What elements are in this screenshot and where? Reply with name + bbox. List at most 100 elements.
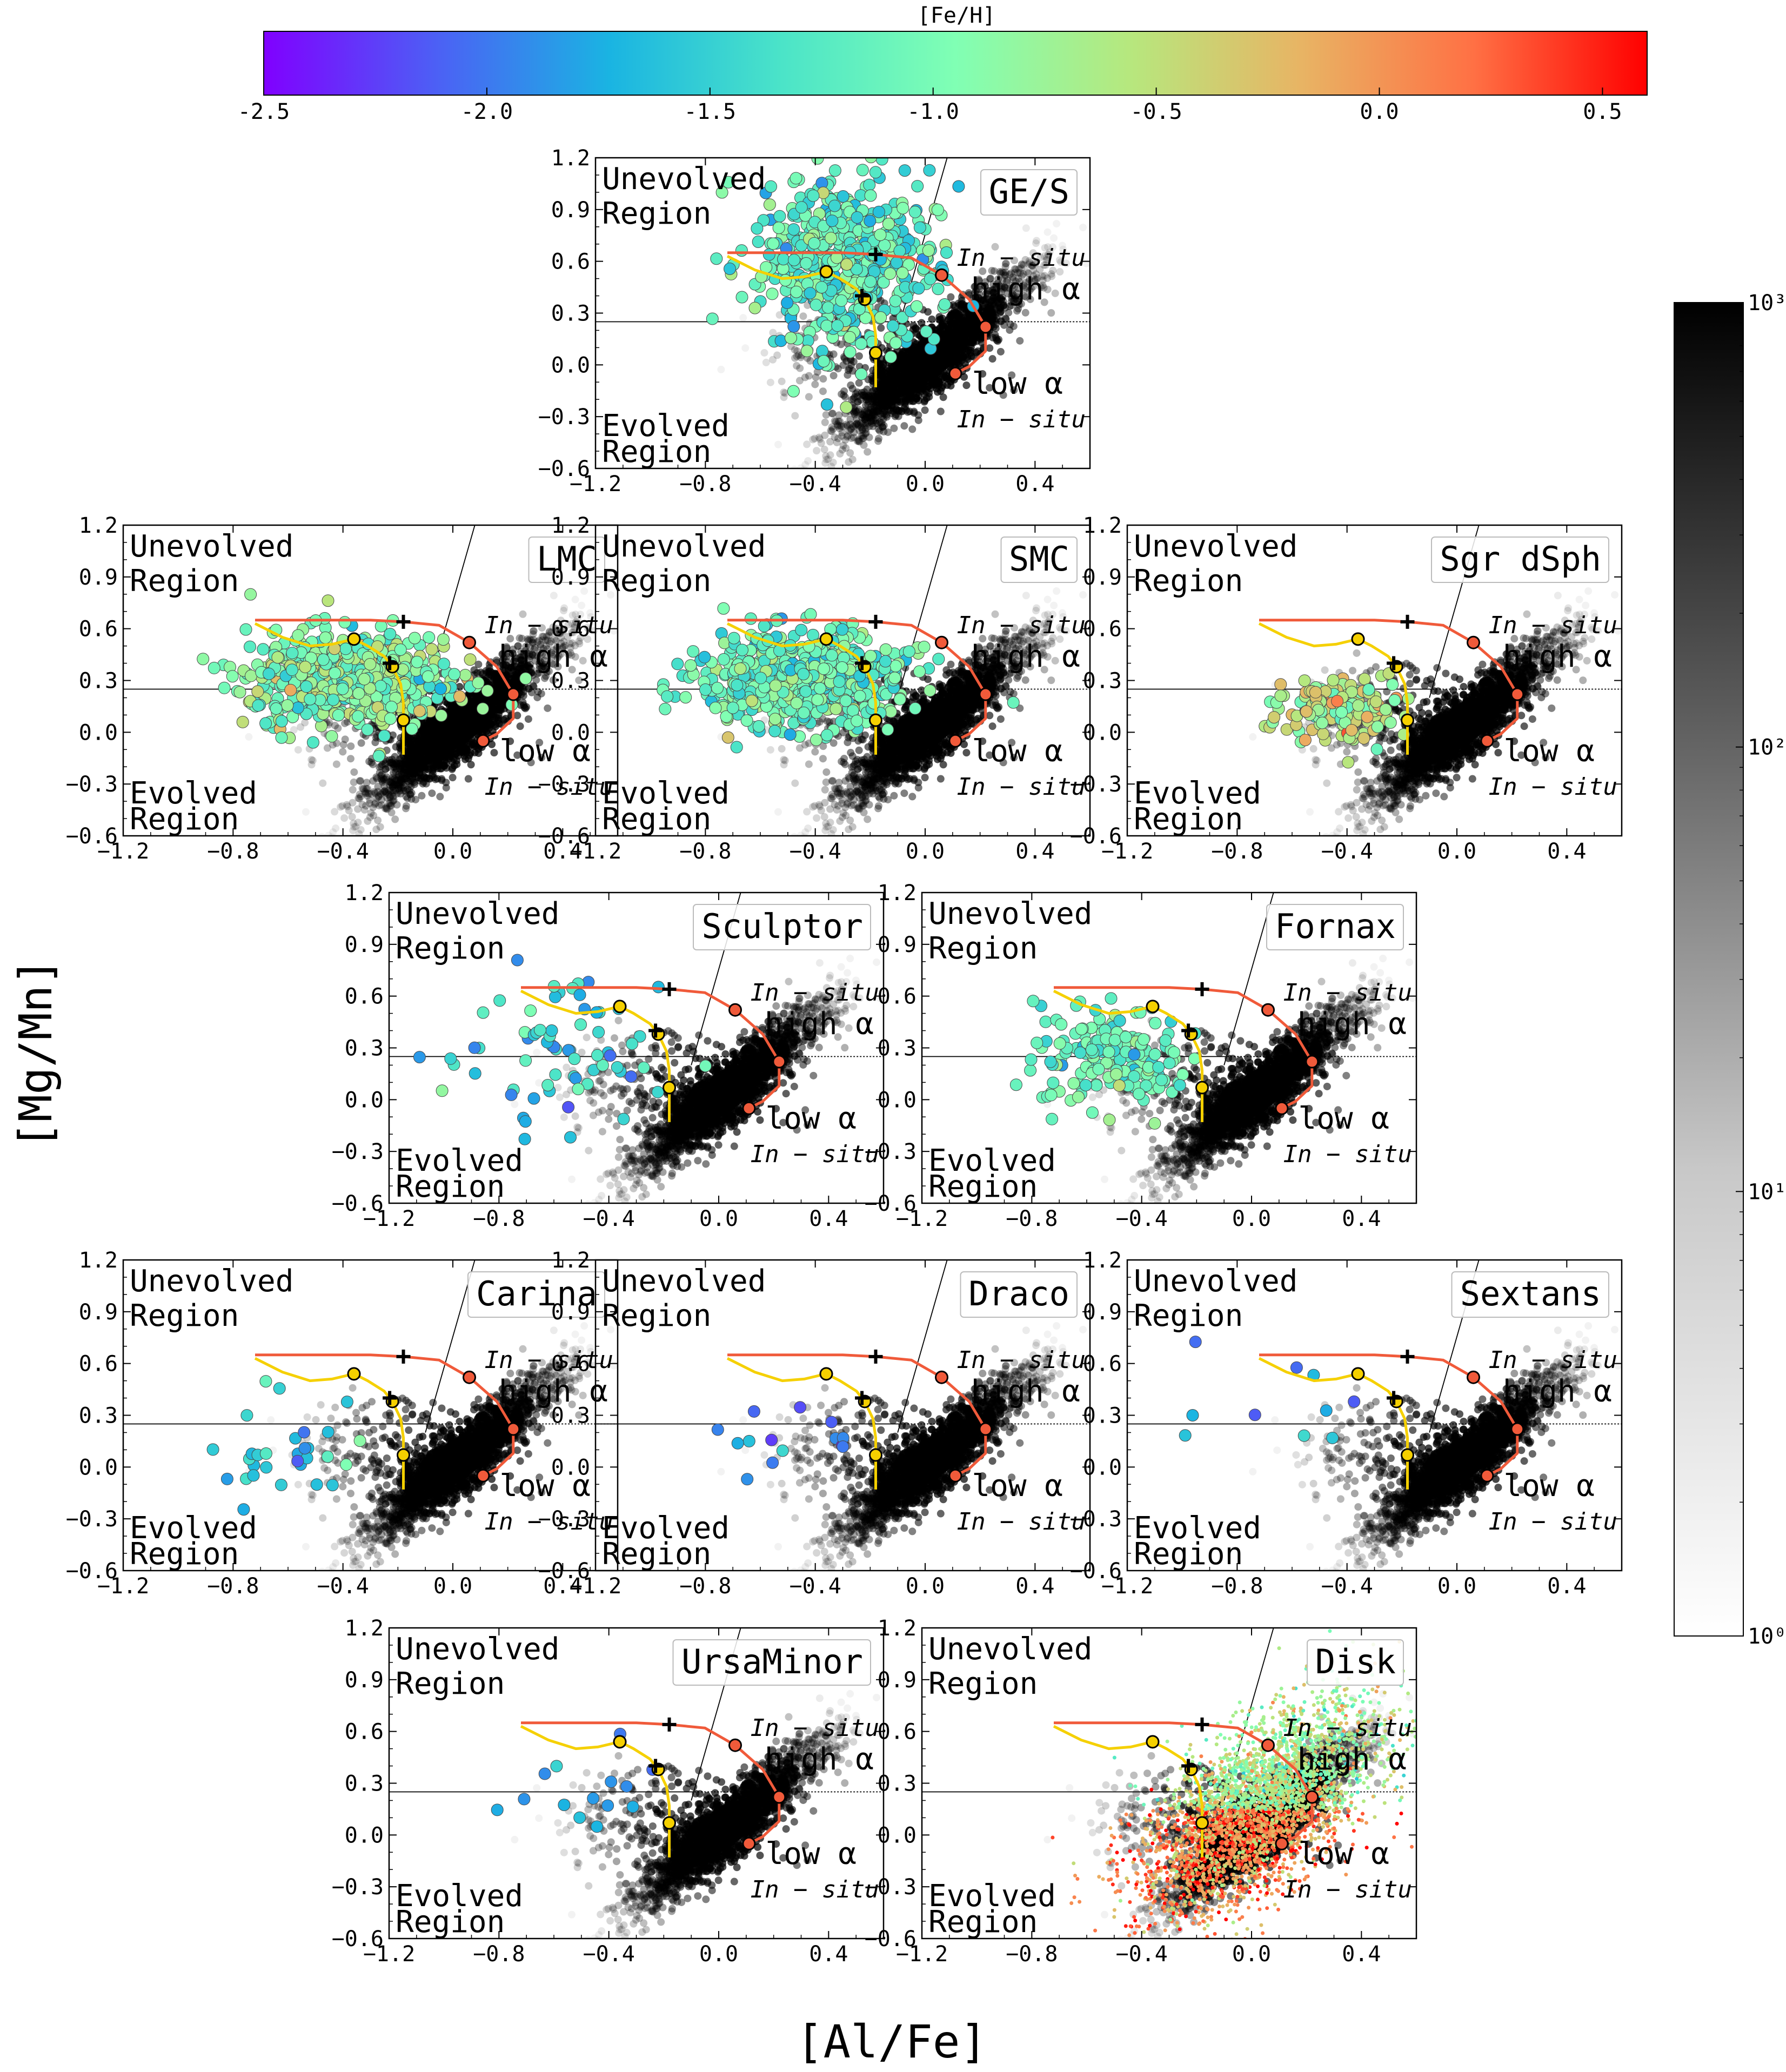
star-point [927, 333, 940, 346]
density-cell [998, 288, 1006, 296]
density-cell [1040, 284, 1048, 292]
density-cell [410, 770, 418, 778]
density-tick-label: 10² [1748, 735, 1786, 760]
star-point [855, 368, 868, 380]
density-cell [838, 446, 846, 454]
star-point [884, 267, 897, 280]
star-point [785, 133, 797, 145]
density-cell [933, 366, 941, 374]
x-tick-label: 0.0 [906, 472, 945, 497]
star-point [856, 164, 869, 177]
density-cell [835, 421, 843, 430]
density-cell [1057, 258, 1065, 266]
density-cell [536, 659, 544, 667]
density-cell [1005, 309, 1013, 317]
feh-colorbar: [Fe/H] -2.5 -2.0 -1.5 -1.0 -0.5 0.0 0.5 [238, 3, 1648, 124]
density-cell [874, 434, 882, 442]
density-cell [409, 752, 417, 760]
density-cell [991, 284, 999, 292]
density-cell [1013, 296, 1021, 304]
density-cell [380, 782, 389, 790]
star-point [913, 221, 926, 234]
star-point [752, 236, 765, 248]
density-cell [985, 287, 993, 295]
density-cell [1059, 242, 1067, 250]
track-cross-marker [868, 247, 883, 261]
density-cell [391, 815, 399, 823]
panel-grid: −1.2 −0.8 −0.4 0.0 0.41.20.90.60.30.0−0.3−0.… [66, 133, 1623, 1967]
density-cell [935, 344, 943, 352]
star-point [787, 223, 800, 236]
density-cell [1029, 272, 1038, 280]
panel-ge-s: −1.2 −0.8 −0.4 0.0 0.41.20.90.60.30.0−0.3−0.… [538, 133, 1091, 497]
density-cell [521, 660, 529, 668]
density-cell [1011, 283, 1019, 291]
density-cell [834, 418, 842, 426]
density-cell [412, 795, 420, 803]
density-cell [1029, 262, 1037, 270]
density-cell [1043, 228, 1052, 236]
density-cell [1047, 270, 1055, 278]
density-cell [839, 441, 847, 450]
density-cell [1047, 309, 1055, 317]
density-cell [545, 667, 553, 675]
density-cell [769, 328, 777, 337]
density-cell [369, 777, 377, 785]
density-cell [1037, 283, 1045, 291]
density-cell [990, 267, 998, 275]
density-cell [559, 627, 567, 635]
density-cell [778, 377, 786, 385]
star-point [781, 297, 794, 309]
density-cell [901, 368, 909, 377]
density-cell [386, 793, 394, 801]
density-cell [857, 419, 865, 427]
density-cell [990, 293, 998, 301]
density-cell [971, 283, 979, 291]
density-cell [900, 422, 908, 430]
star-point [872, 205, 885, 218]
star-point [787, 320, 800, 333]
density-cell [913, 378, 921, 386]
density-cell [1021, 256, 1029, 264]
density-cell [847, 425, 855, 433]
density-cell [989, 289, 998, 297]
density-cell [1011, 269, 1019, 277]
density-cell [811, 434, 819, 442]
density-cell [411, 762, 419, 770]
density-cell [418, 728, 426, 736]
density-cell [859, 425, 867, 433]
density-cell [988, 267, 996, 275]
density-cell [245, 733, 253, 741]
density-cell [471, 713, 479, 721]
density-cell [999, 301, 1007, 309]
density-cell [888, 380, 897, 388]
density-cell [509, 645, 517, 653]
density-cell [933, 377, 941, 385]
density-cell [369, 803, 377, 812]
density-cell [874, 425, 882, 433]
density-cell [453, 737, 461, 746]
density-cell [865, 412, 873, 420]
star-point [859, 311, 872, 324]
density-cell [836, 450, 844, 458]
density-cell [385, 786, 393, 794]
density-cell [920, 398, 928, 406]
density-cell [836, 418, 844, 426]
star-point [800, 345, 813, 358]
density-cell [843, 433, 851, 441]
density-cell [356, 790, 364, 799]
density-cell [979, 267, 987, 276]
density-cell [362, 802, 370, 810]
density-cell [796, 364, 804, 372]
density-cell [553, 654, 561, 662]
star-point [807, 189, 820, 202]
density-cell [893, 406, 901, 414]
density-cell [528, 688, 536, 696]
density-cell [391, 753, 399, 761]
density-cell [464, 775, 472, 783]
density-cell [868, 419, 876, 427]
density-cell [806, 357, 814, 365]
density-cell [483, 727, 491, 735]
star-point [844, 346, 857, 359]
